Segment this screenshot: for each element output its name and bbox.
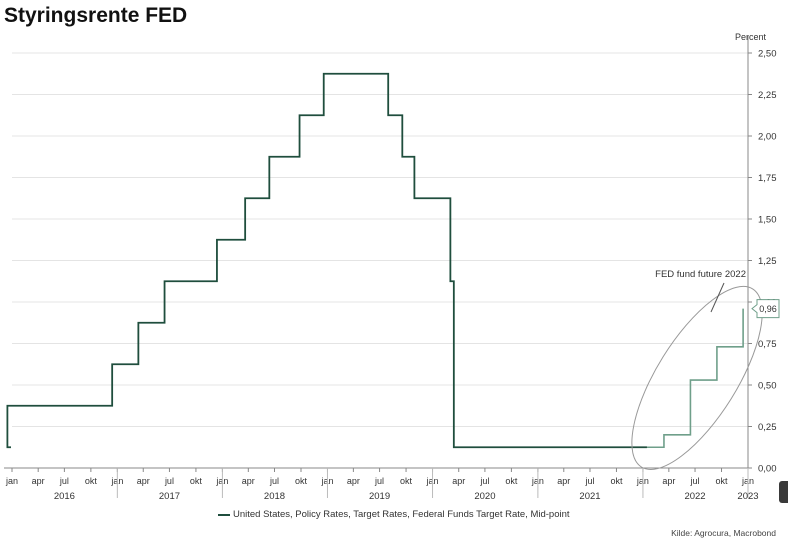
- x-tick-label: apr: [32, 476, 45, 486]
- chart-title: Styringsrente FED: [4, 4, 188, 27]
- annotation-leader-line: [710, 282, 725, 313]
- x-tick-label: apr: [137, 476, 150, 486]
- x-year-label: 2020: [474, 491, 495, 502]
- legend-label: United States, Policy Rates, Target Rate…: [233, 509, 570, 520]
- x-tick-label: jul: [164, 476, 174, 486]
- x-tick-label: jul: [479, 476, 489, 486]
- x-tick-label: jul: [269, 476, 279, 486]
- legend: United States, Policy Rates, Target Rate…: [218, 509, 570, 520]
- legend-swatch: [218, 513, 230, 516]
- y-tick-label: 2,00: [758, 132, 777, 143]
- x-tick-label: okt: [716, 476, 729, 486]
- y-axis-unit-label: Percent: [735, 32, 767, 42]
- x-year-label: 2016: [54, 491, 75, 502]
- side-panel-handle-icon[interactable]: [779, 481, 788, 503]
- series-lines: [6, 72, 744, 449]
- x-tick-label: jul: [690, 476, 700, 486]
- x-tick-label: okt: [190, 476, 203, 486]
- x-year-label: 2017: [159, 491, 180, 502]
- y-tick-label: 1,75: [758, 173, 777, 184]
- x-tick-label: apr: [557, 476, 570, 486]
- x-tick-label: jul: [59, 476, 69, 486]
- x-tick-label: okt: [610, 476, 623, 486]
- x-tick-label: apr: [662, 476, 675, 486]
- series-line-fed-target-rate: [6, 72, 647, 449]
- x-tick-label: okt: [85, 476, 98, 486]
- value-callout-box: [751, 299, 780, 319]
- y-axis: 0,000,250,500,751,001,251,501,752,002,25…: [747, 35, 777, 475]
- x-year-label: 2018: [264, 491, 285, 502]
- x-tick-label: okt: [295, 476, 308, 486]
- y-tick-label: 0,25: [758, 422, 777, 433]
- x-tick-label: apr: [242, 476, 255, 486]
- futures-highlight-ellipse: [631, 285, 763, 470]
- y-tick-label: 0,00: [758, 464, 777, 475]
- x-tick-label: okt: [505, 476, 518, 486]
- annotations: FED fund future 2022 0,96: [631, 269, 780, 470]
- futures-annotation-label: FED fund future 2022: [655, 269, 746, 280]
- x-tick-label: jul: [374, 476, 384, 486]
- y-tick-label: 0,75: [758, 339, 777, 350]
- x-tick-label: apr: [452, 476, 465, 486]
- x-tick-label: okt: [400, 476, 413, 486]
- y-tick-label: 2,50: [758, 49, 777, 60]
- x-year-label: 2023: [737, 491, 758, 502]
- y-tick-label: 0,50: [758, 381, 777, 392]
- x-tick-label: jan: [5, 476, 18, 486]
- value-callout-label: 0,96: [759, 304, 777, 314]
- grid-lines: [12, 52, 748, 469]
- y-tick-label: 1,50: [758, 215, 777, 226]
- y-tick-label: 1,25: [758, 256, 777, 267]
- series-line-fed-fund-future: [646, 308, 744, 449]
- x-year-label: 2022: [684, 491, 705, 502]
- x-axis: jan apr jul okt jan apr jul okt jan apr jul okt jan a…: [4, 467, 759, 502]
- x-year-label: 2019: [369, 491, 390, 502]
- x-year-label: 2021: [579, 491, 600, 502]
- x-tick-label: apr: [347, 476, 360, 486]
- x-tick-label: jul: [584, 476, 594, 486]
- source-note: Kilde: Agrocura, Macrobond: [671, 528, 776, 538]
- y-tick-label: 2,25: [758, 90, 777, 101]
